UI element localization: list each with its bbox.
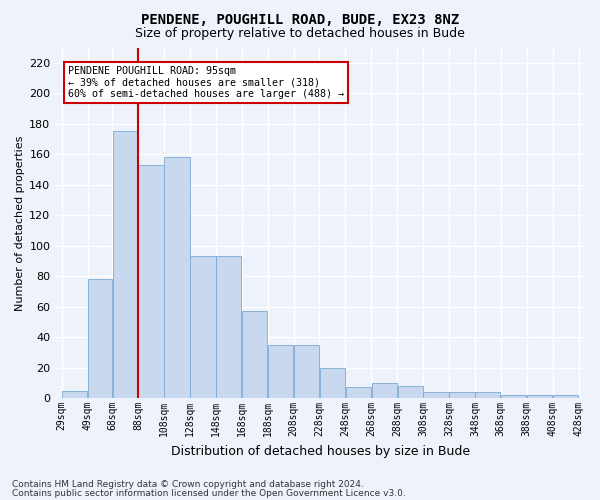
Text: PENDENE, POUGHILL ROAD, BUDE, EX23 8NZ: PENDENE, POUGHILL ROAD, BUDE, EX23 8NZ <box>141 12 459 26</box>
Bar <box>268 345 293 398</box>
Bar <box>553 395 578 398</box>
Text: Size of property relative to detached houses in Bude: Size of property relative to detached ho… <box>135 28 465 40</box>
Bar <box>62 390 88 398</box>
Bar <box>294 345 319 398</box>
Bar <box>320 368 345 398</box>
Text: PENDENE POUGHILL ROAD: 95sqm
← 39% of detached houses are smaller (318)
60% of s: PENDENE POUGHILL ROAD: 95sqm ← 39% of de… <box>68 66 344 99</box>
Y-axis label: Number of detached properties: Number of detached properties <box>15 135 25 310</box>
Bar <box>216 256 241 398</box>
Bar <box>88 279 112 398</box>
Bar <box>190 256 215 398</box>
Text: Contains HM Land Registry data © Crown copyright and database right 2024.: Contains HM Land Registry data © Crown c… <box>12 480 364 489</box>
Bar <box>527 395 552 398</box>
Bar <box>449 392 475 398</box>
Bar <box>424 392 449 398</box>
Bar <box>501 395 526 398</box>
Bar <box>371 383 397 398</box>
Bar <box>164 158 190 398</box>
Bar <box>242 311 268 398</box>
Bar <box>113 132 138 398</box>
X-axis label: Distribution of detached houses by size in Bude: Distribution of detached houses by size … <box>170 444 470 458</box>
Bar <box>398 386 423 398</box>
Bar <box>139 165 164 398</box>
Bar <box>346 388 371 398</box>
Text: Contains public sector information licensed under the Open Government Licence v3: Contains public sector information licen… <box>12 488 406 498</box>
Bar <box>475 392 500 398</box>
